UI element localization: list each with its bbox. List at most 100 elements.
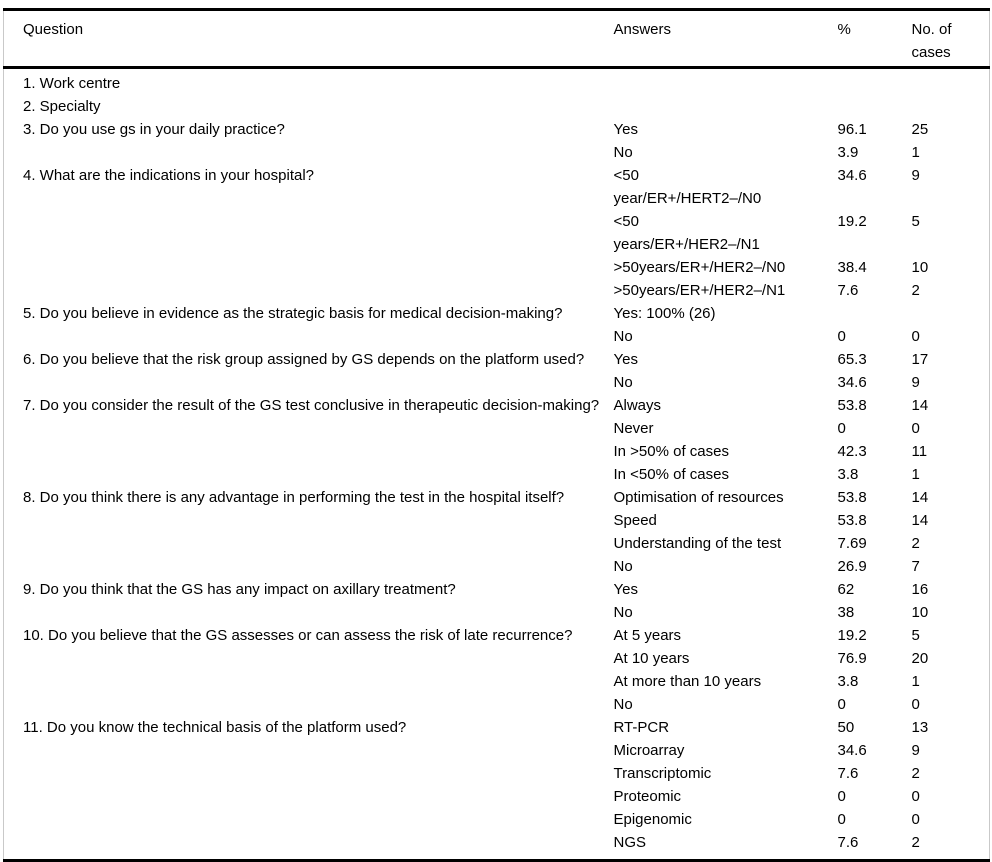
cases-cell: 5	[911, 213, 920, 230]
cases-cell: 1	[911, 466, 920, 483]
table-row: 10. Do you believe that the GS assesses …	[4, 624, 990, 647]
percent-cell: 65.3	[837, 351, 867, 368]
table-row: In <50% of cases 3.8 1	[4, 463, 990, 486]
answer-cell: Always	[613, 397, 662, 414]
answer-cell: RT-PCR	[613, 719, 670, 736]
answer-cell: Epigenomic	[613, 811, 692, 828]
table-row: Proteomic 0 0	[4, 785, 990, 808]
table-row: In >50% of cases 42.3 11	[4, 440, 990, 463]
table-row: 7. Do you consider the result of the GS …	[4, 394, 990, 417]
percent-cell: 0	[837, 788, 846, 805]
answer-cell: Yes: 100% (26)	[613, 305, 716, 322]
table-row: 5. Do you believe in evidence as the str…	[4, 302, 990, 325]
percent-cell: 19.2	[837, 627, 867, 644]
survey-table: Question Answers % No. of cases 1. Work …	[3, 8, 990, 862]
cases-cell: 16	[911, 581, 929, 598]
answer-cell: No	[613, 558, 633, 575]
answer-cell: No	[613, 696, 633, 713]
answer-cell: At 5 years	[613, 627, 682, 644]
answer-cell: <50 years/ER+/HER2–/N1	[613, 213, 760, 253]
answer-cell: Proteomic	[613, 788, 682, 805]
cases-cell	[912, 95, 990, 118]
table-row: 3. Do you use gs in your daily practice?…	[4, 118, 990, 141]
question-cell: 6. Do you believe that the risk group as…	[23, 351, 585, 368]
answer-cell: No	[613, 374, 633, 391]
answer-cell: Never	[613, 420, 654, 437]
cases-cell: 2	[911, 765, 920, 782]
table-row: Microarray 34.6 9	[4, 739, 990, 762]
percent-cell: 3.8	[837, 466, 859, 483]
header-row: Question Answers % No. of cases	[3, 9, 990, 69]
answer-cell: Yes	[613, 351, 638, 368]
answer-cell: Yes	[613, 581, 638, 598]
question-cell: 7. Do you consider the result of the GS …	[23, 397, 600, 414]
percent-cell: 42.3	[837, 443, 867, 460]
answer-cell: At 10 years	[613, 650, 690, 667]
table-row: 11. Do you know the technical basis of t…	[4, 716, 990, 739]
table-row: 2. Specialty	[4, 95, 990, 118]
answer-cell: <50 year/ER+/HERT2–/N0	[613, 167, 762, 207]
cases-cell: 9	[911, 742, 920, 759]
cases-cell: 0	[911, 811, 920, 828]
question-cell: 1. Work centre	[23, 75, 121, 92]
percent-cell: 0	[837, 696, 846, 713]
cases-cell: 0	[911, 788, 920, 805]
answer-cell: Speed	[613, 512, 657, 529]
percent-cell: 7.6	[837, 834, 859, 851]
table-row: Transcriptomic 7.6 2	[4, 762, 990, 785]
cases-cell: 25	[911, 121, 929, 138]
cases-cell: 5	[911, 627, 920, 644]
percent-cell: 7.69	[837, 535, 867, 552]
percent-cell: 53.8	[837, 489, 867, 506]
question-cell: 10. Do you believe that the GS assesses …	[23, 627, 573, 644]
table-row: 4. What are the indications in your hosp…	[4, 164, 990, 210]
answer-cell: In >50% of cases	[613, 443, 730, 460]
table-row: No 3.9 1	[4, 141, 990, 164]
cases-cell: 13	[911, 719, 929, 736]
answer-cell: In <50% of cases	[613, 466, 730, 483]
cases-cell: 14	[911, 397, 929, 414]
cases-cell: 17	[911, 351, 929, 368]
answer-cell	[612, 68, 838, 96]
cases-cell: 0	[911, 328, 920, 345]
table-row: No 34.6 9	[4, 371, 990, 394]
percent-cell: 38	[837, 604, 855, 621]
table-row: 1. Work centre	[4, 68, 990, 96]
percent-cell: 26.9	[837, 558, 867, 575]
answer-cell: Transcriptomic	[613, 765, 712, 782]
cases-cell	[912, 302, 990, 325]
answer-cell: No	[613, 604, 633, 621]
table-row: No 0 0	[4, 693, 990, 716]
percent-cell: 3.8	[837, 673, 859, 690]
answer-cell: >50years/ER+/HER2–/N1	[613, 282, 786, 299]
table-row: NGS 7.6 2	[4, 831, 990, 861]
percent-cell: 0	[837, 420, 846, 437]
percent-cell	[838, 95, 912, 118]
answer-cell: Optimisation of resources	[613, 489, 784, 506]
answer-cell: NGS	[613, 834, 647, 851]
answer-cell: >50years/ER+/HER2–/N0	[613, 259, 786, 276]
percent-cell: 53.8	[837, 397, 867, 414]
answer-cell	[612, 95, 838, 118]
percent-cell: 50	[837, 719, 855, 736]
table-row: <50 years/ER+/HER2–/N1 19.2 5	[4, 210, 990, 256]
percent-cell: 7.6	[837, 282, 859, 299]
column-header-answers: Answers	[611, 9, 838, 69]
table-row: No 0 0	[4, 325, 990, 348]
column-header-cases: No. of cases	[911, 9, 990, 69]
cases-cell: 11	[911, 443, 928, 460]
table-row: Never 0 0	[4, 417, 990, 440]
percent-cell: 34.6	[837, 742, 867, 759]
cases-cell: 2	[911, 282, 920, 299]
answer-cell: At more than 10 years	[613, 673, 762, 690]
cases-cell: 7	[911, 558, 920, 575]
percent-cell	[838, 68, 912, 96]
table-row: 9. Do you think that the GS has any impa…	[4, 578, 990, 601]
percent-cell: 34.6	[837, 374, 867, 391]
column-header-question: Question	[3, 9, 612, 69]
cases-cell: 1	[911, 673, 920, 690]
answer-cell: Microarray	[613, 742, 685, 759]
cases-cell: 2	[911, 535, 920, 552]
cases-cell: 14	[911, 489, 929, 506]
cases-cell: 1	[911, 144, 920, 161]
